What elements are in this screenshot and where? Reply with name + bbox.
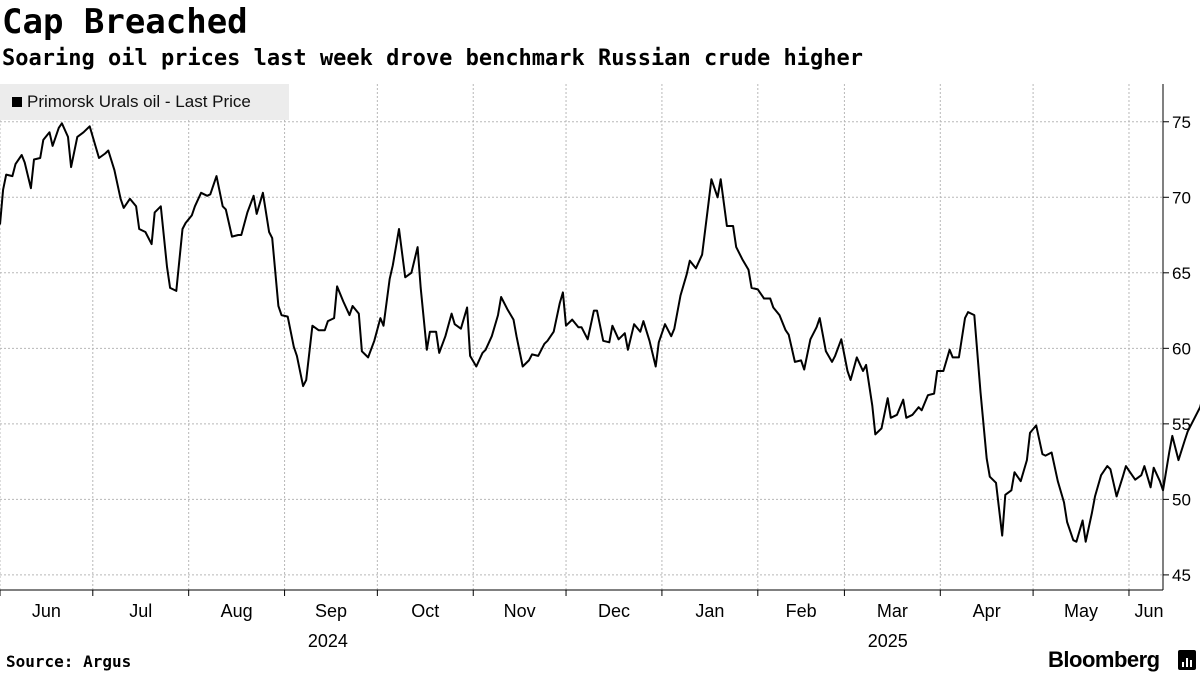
x-tick-label: Jul [129,601,152,621]
series-line [0,122,1200,543]
chart-subtitle: Soaring oil prices last week drove bench… [2,46,863,71]
x-tick-label: Nov [504,601,536,621]
chart-legend: Primorsk Urals oil - Last Price [0,84,289,120]
chart-title: Cap Breached [2,2,248,42]
y-tick-label: 70 [1172,188,1191,207]
x-tick-label: Jun [1134,601,1163,621]
y-tick-label: 55 [1172,415,1191,434]
y-tick-label: 45 [1172,566,1191,585]
x-tick-label: Aug [221,601,253,621]
x-tick-label: Jan [695,601,724,621]
legend-label: Primorsk Urals oil - Last Price [27,92,251,111]
source-note: Source: Argus [6,652,132,671]
y-tick-label: 65 [1172,264,1191,283]
x-tick-label: Mar [877,601,908,621]
brand-logo: Bloomberg [1048,647,1160,672]
year-label: 2024 [308,631,348,651]
bloomberg-chart-icon [1178,650,1196,670]
x-tick-label: Apr [973,601,1001,621]
x-tick-label: Sep [315,601,347,621]
y-tick-label: 75 [1172,113,1191,132]
x-tick-label: Dec [598,601,630,621]
x-tick-label: Feb [786,601,817,621]
y-tick-label: 60 [1172,339,1191,358]
x-tick-label: Jun [32,601,61,621]
legend-swatch [12,97,22,107]
x-tick-label: May [1064,601,1098,621]
year-label: 2025 [868,631,908,651]
x-tick-label: Oct [411,601,439,621]
y-tick-label: 50 [1172,490,1191,509]
